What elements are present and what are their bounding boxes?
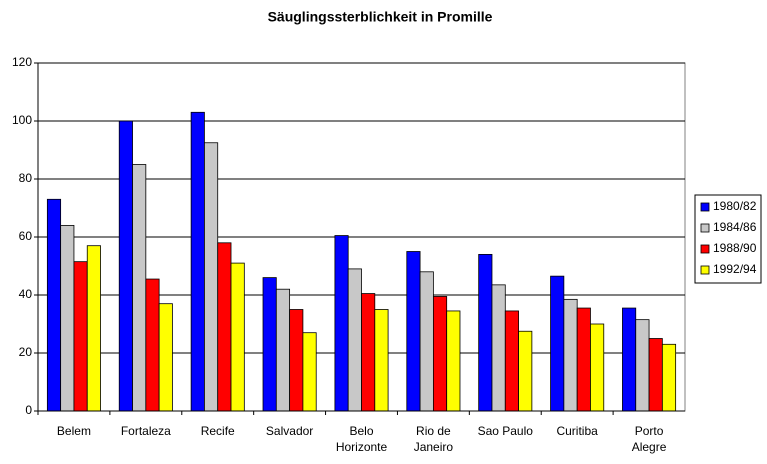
y-tick-label: 40 [19,287,33,301]
bar [289,309,304,412]
bar [518,330,533,412]
bar [635,319,650,412]
x-tick-label: Belo Horizonte [335,424,388,454]
x-tick-label: Rio de Janeiro [413,424,454,454]
y-tick-label: 80 [19,171,33,185]
bar [374,309,389,412]
bar [230,262,245,412]
bar [118,120,133,412]
x-tick-label: Recife [200,424,235,438]
bar [262,277,277,412]
y-tick-label: 120 [12,55,32,69]
legend-swatch [700,223,710,233]
bar [576,307,591,412]
bar [275,288,291,412]
legend-swatch [700,265,710,275]
legend-label: 1992/94 [713,262,757,276]
legend-swatch [700,202,710,212]
bar [661,343,677,412]
bar [132,164,147,412]
bar [550,275,565,412]
x-tick-label: Fortaleza [120,424,171,438]
x-tick-label: Belem [56,424,91,438]
y-tick-label: 20 [19,345,33,359]
legend-label: 1984/86 [713,220,757,234]
bar [504,310,519,412]
bar [622,307,637,412]
y-tick-label: 0 [25,403,32,417]
bar [73,261,88,412]
x-tick-label: Curitiba [556,424,598,438]
y-tick-label: 100 [12,113,32,127]
bar [190,111,205,412]
bar [158,303,173,412]
bar [563,298,578,412]
bar [46,198,62,412]
bar [446,310,461,412]
bar [86,245,101,412]
x-tick-label: Salvador [265,424,314,438]
bar [204,142,219,412]
bar [491,284,506,412]
bar [217,242,232,412]
bar [419,271,434,412]
bar [478,253,493,412]
legend-label: 1980/82 [713,199,757,213]
legend-swatch [700,244,710,254]
bar [590,323,605,412]
bar [145,278,160,412]
chart-title: Säuglingssterblichkeit in Promille [268,9,493,25]
bar [302,332,317,412]
x-tick-label: Sao Paulo [477,424,533,438]
bar [406,251,421,412]
bar [361,293,376,412]
bar [648,338,663,412]
bar [60,224,75,412]
bar [347,268,362,412]
legend-label: 1988/90 [713,241,757,255]
x-tick-label: Porto Alegre [631,424,667,454]
bar [432,296,448,412]
y-tick-label: 60 [19,229,33,243]
bar [334,235,349,412]
